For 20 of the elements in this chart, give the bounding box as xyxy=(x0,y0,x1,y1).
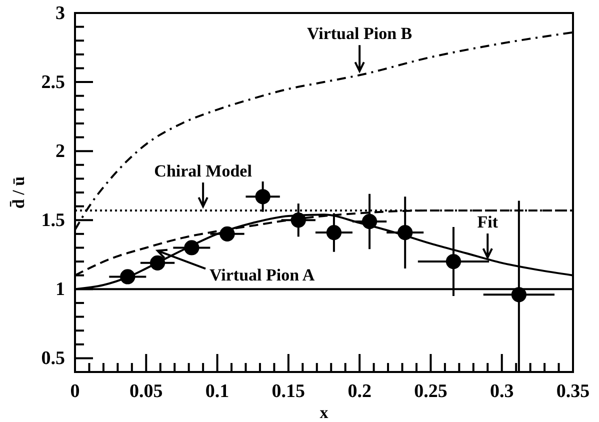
y-tick-label: 2.5 xyxy=(41,72,65,94)
annotation: Virtual Pion B xyxy=(306,24,412,44)
x-axis-title: x xyxy=(320,403,329,422)
x-tick-label: 0.3 xyxy=(490,381,514,402)
annotation: Fit xyxy=(477,212,498,232)
y-axis-title: d̄ / ū xyxy=(9,176,28,209)
y-tick-label: 3 xyxy=(56,3,65,24)
x-tick-label: 0.15 xyxy=(272,381,306,402)
annotation: Chiral Model xyxy=(154,161,252,180)
y-tick-label: 0.5 xyxy=(41,348,65,370)
y-tick-label: 1.5 xyxy=(41,210,65,232)
x-tick-label: 0.1 xyxy=(205,381,230,402)
x-tick-label: 0.2 xyxy=(348,381,372,402)
x-tick-label: 0.05 xyxy=(130,381,163,402)
annotation: Virtual Pion A xyxy=(210,266,316,285)
x-tick-label: 0.25 xyxy=(414,381,448,402)
x-tick-label: 0 xyxy=(70,381,80,402)
x-tick-label: 0.35 xyxy=(556,381,590,402)
y-tick-label: 2 xyxy=(56,141,65,162)
y-tick-label: 1 xyxy=(56,279,65,300)
